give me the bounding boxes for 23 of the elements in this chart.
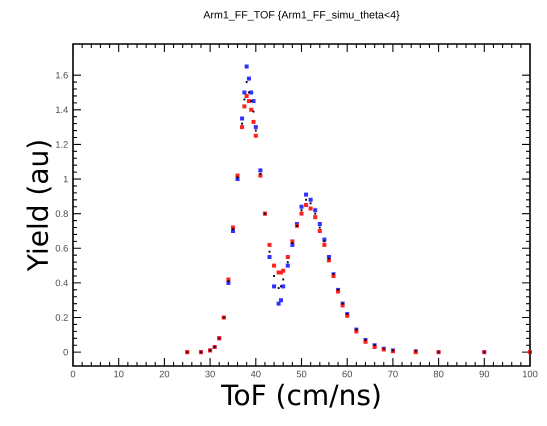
y-tick-label: 0.6 <box>56 244 68 252</box>
y-tick-label: 1.4 <box>56 106 68 113</box>
y-tick-label: 0 <box>63 348 68 356</box>
y-tick-label: 0.8 <box>56 210 68 217</box>
x-tick-label: 40 <box>250 370 261 378</box>
y-tick-label: 1 <box>64 176 68 182</box>
y-tick-label: 1.6 <box>56 72 68 78</box>
x-tick-label: 90 <box>480 370 490 378</box>
y-axis-title: Yield (au) <box>26 141 52 272</box>
y-tick-label: 1.2 <box>56 141 68 148</box>
x-tick-label: 30 <box>205 370 215 378</box>
x-tick-label: 0 <box>70 370 76 378</box>
x-tick-label: 70 <box>388 370 398 378</box>
x-axis-title: ToF (cm/ns) <box>221 384 380 409</box>
x-tick-label: 10 <box>114 370 124 378</box>
y-tick-label: 0.2 <box>56 314 68 321</box>
x-tick-label: 20 <box>160 370 170 378</box>
x-tick-label: 80 <box>434 370 444 378</box>
x-tick-label: 100 <box>522 370 538 378</box>
chart-title: Arm1_FF_TOF {Arm1_FF_simu_theta<4} <box>203 10 400 21</box>
x-tick-label: 50 <box>296 370 306 378</box>
x-tick-label: 60 <box>342 370 352 378</box>
y-tick-label: 0.4 <box>56 280 68 286</box>
